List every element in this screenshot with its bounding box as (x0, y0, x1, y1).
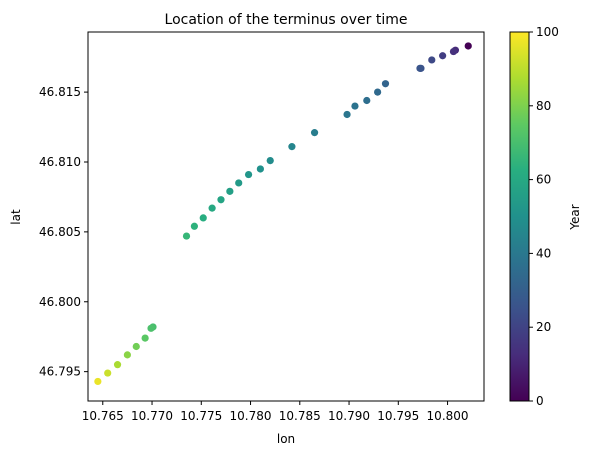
data-point (374, 88, 382, 96)
data-point (141, 334, 149, 342)
data-point (381, 80, 390, 88)
data-point (199, 214, 207, 222)
colorbar-tick-label: 40 (536, 246, 551, 260)
data-point (244, 170, 253, 179)
data-point (363, 96, 371, 105)
data-point (208, 204, 216, 212)
colorbar-tick-label: 0 (536, 394, 544, 408)
data-point (182, 232, 191, 240)
y-tick-label: 46.810 (39, 155, 81, 169)
data-point (190, 222, 198, 230)
y-tick-label: 46.805 (39, 225, 81, 239)
plot-background (88, 32, 484, 401)
x-tick-label: 10.795 (377, 409, 419, 423)
y-tick-label: 46.800 (39, 295, 81, 309)
x-tick-label: 10.765 (82, 409, 124, 423)
data-point (266, 156, 274, 165)
data-point (235, 179, 243, 187)
plot-area (87, 31, 485, 402)
data-point (351, 102, 359, 110)
y-axis-label: lat (9, 209, 23, 225)
y-tick-label: 46.795 (39, 365, 81, 379)
data-point (123, 351, 131, 359)
data-point (416, 64, 424, 72)
data-point (147, 324, 155, 332)
x-axis-label: lon (277, 432, 295, 446)
data-point (428, 56, 436, 64)
data-point (310, 129, 319, 137)
data-point (94, 377, 102, 386)
data-points (94, 42, 472, 386)
colorbar-label: Year (568, 204, 582, 230)
x-tick-label: 10.780 (230, 409, 272, 423)
data-point (464, 42, 472, 50)
data-point (256, 165, 264, 173)
colorbar-tick-label: 100 (536, 25, 559, 39)
plot-frame (87, 31, 485, 402)
data-point (113, 361, 122, 369)
data-point (288, 143, 296, 151)
x-axis: 10.765 10.770 10.775 10.780 10.785 10.790 10.7… (82, 401, 469, 423)
y-axis: 46.795 46.800 46.805 46.810 46.815 (39, 85, 88, 379)
chart-title: Location of the terminus over time (165, 12, 408, 28)
x-tick-label: 10.790 (328, 409, 370, 423)
colorbar-tick-label: 80 (536, 99, 551, 113)
data-point (343, 110, 351, 119)
x-tick-label: 10.800 (427, 409, 469, 423)
data-point (217, 196, 225, 204)
x-tick-label: 10.785 (279, 409, 321, 423)
colorbar-tick-label: 60 (536, 173, 551, 187)
colorbar-tick-label: 20 (536, 320, 551, 334)
colorbar: 0 20 40 60 80 100 Year (509, 25, 582, 408)
colorbar-gradient (509, 31, 530, 402)
data-point (226, 187, 234, 195)
y-tick-label: 46.815 (39, 85, 81, 99)
data-point (439, 52, 447, 60)
x-tick-label: 10.770 (131, 409, 173, 423)
data-point (104, 369, 112, 377)
colorbar-ticks: 0 20 40 60 80 100 (529, 25, 559, 408)
data-point (132, 342, 140, 351)
data-point (449, 47, 458, 56)
x-tick-label: 10.775 (180, 409, 222, 423)
